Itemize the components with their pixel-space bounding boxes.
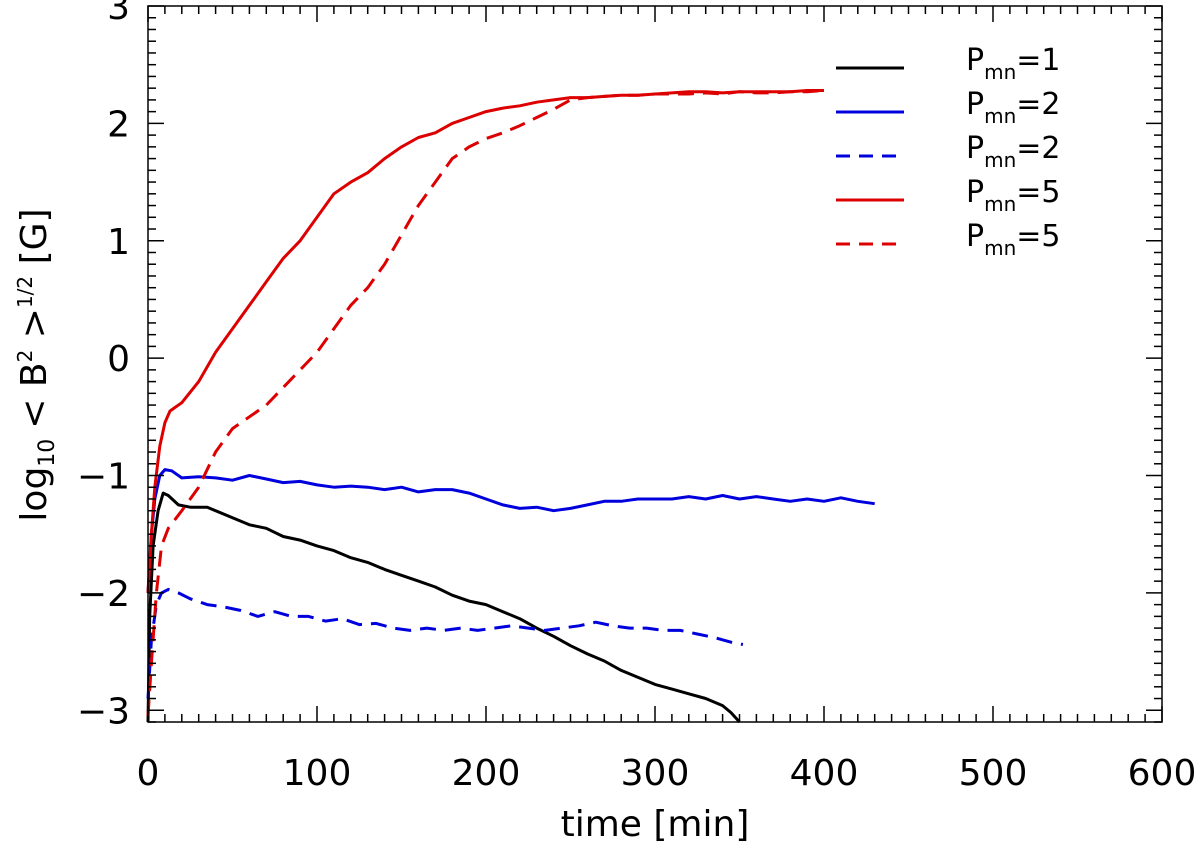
y-axis-title-expr: < B — [14, 362, 55, 428]
y-tick-label: −1 — [77, 457, 130, 498]
y-tick-label: 1 — [107, 222, 130, 263]
y-axis-title-base: 10 — [35, 439, 60, 467]
axis-ticks — [147, 5, 1163, 723]
legend-label-2: Pmn=2 — [966, 87, 1061, 128]
y-axis-title-sup: 2 — [13, 350, 37, 363]
y-tick-label: 3 — [107, 0, 130, 28]
y-tick-label: −2 — [77, 574, 130, 615]
series-line-1 — [146, 491, 741, 724]
series-line-2 — [146, 468, 875, 593]
x-tick-label: 500 — [959, 753, 1028, 794]
y-tick-label: −3 — [77, 691, 130, 732]
series-line-4 — [146, 89, 824, 593]
legend-label-3: Pmn=2 — [966, 131, 1061, 172]
y-tick-label: 2 — [107, 104, 130, 145]
x-tick-label: 100 — [283, 753, 352, 794]
y-axis-title-close: > — [14, 308, 55, 350]
y-tick-labels: −3 −2 −1 0 1 2 3 — [77, 0, 130, 732]
legend-label-4: Pmn=5 — [966, 175, 1061, 216]
series-line-5 — [146, 89, 825, 717]
x-tick-label: 400 — [790, 753, 859, 794]
x-tick-label: 600 — [1128, 753, 1197, 794]
legend-label-5: Pmn=5 — [966, 219, 1061, 260]
y-axis-title-power: 1/2 — [13, 276, 37, 308]
x-tick-label: 0 — [137, 753, 160, 794]
y-tick-label: 0 — [107, 339, 130, 380]
y-axis-title: log10 < B2 >1/2 [G] — [13, 208, 60, 521]
x-tick-label: 300 — [621, 753, 690, 794]
legend-label-1: Pmn=1 — [966, 43, 1061, 84]
series-line-3 — [146, 587, 744, 699]
series-layer — [146, 89, 875, 724]
y-axis-title-unit: [G] — [14, 208, 55, 275]
x-tick-labels: 0 100 200 300 400 500 600 — [137, 753, 1197, 794]
x-axis-title: time [min] — [561, 804, 750, 845]
x-tick-label: 200 — [452, 753, 521, 794]
y-axis-title-log: log — [14, 467, 55, 522]
